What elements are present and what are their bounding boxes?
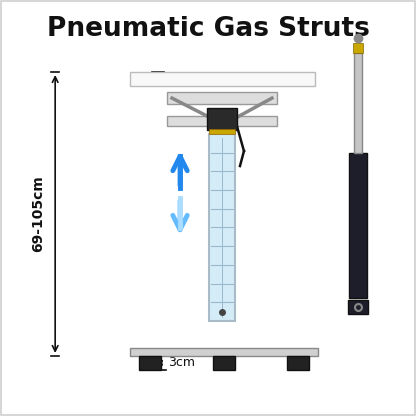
Bar xyxy=(348,300,368,314)
Bar xyxy=(213,356,235,370)
Text: 69-105cm: 69-105cm xyxy=(31,176,45,253)
Bar xyxy=(287,356,309,370)
Text: 1.5cm: 1.5cm xyxy=(166,73,205,86)
Bar xyxy=(354,53,362,153)
Bar xyxy=(209,129,235,134)
Bar xyxy=(353,43,363,53)
Bar xyxy=(139,356,161,370)
Bar xyxy=(130,348,318,356)
Bar xyxy=(167,116,277,126)
Bar xyxy=(207,108,237,130)
Bar xyxy=(167,92,277,104)
Bar xyxy=(349,153,367,298)
Text: 3cm: 3cm xyxy=(168,357,195,369)
Text: Pneumatic Gas Struts: Pneumatic Gas Struts xyxy=(47,16,369,42)
Bar xyxy=(209,134,235,321)
Bar xyxy=(130,72,315,86)
